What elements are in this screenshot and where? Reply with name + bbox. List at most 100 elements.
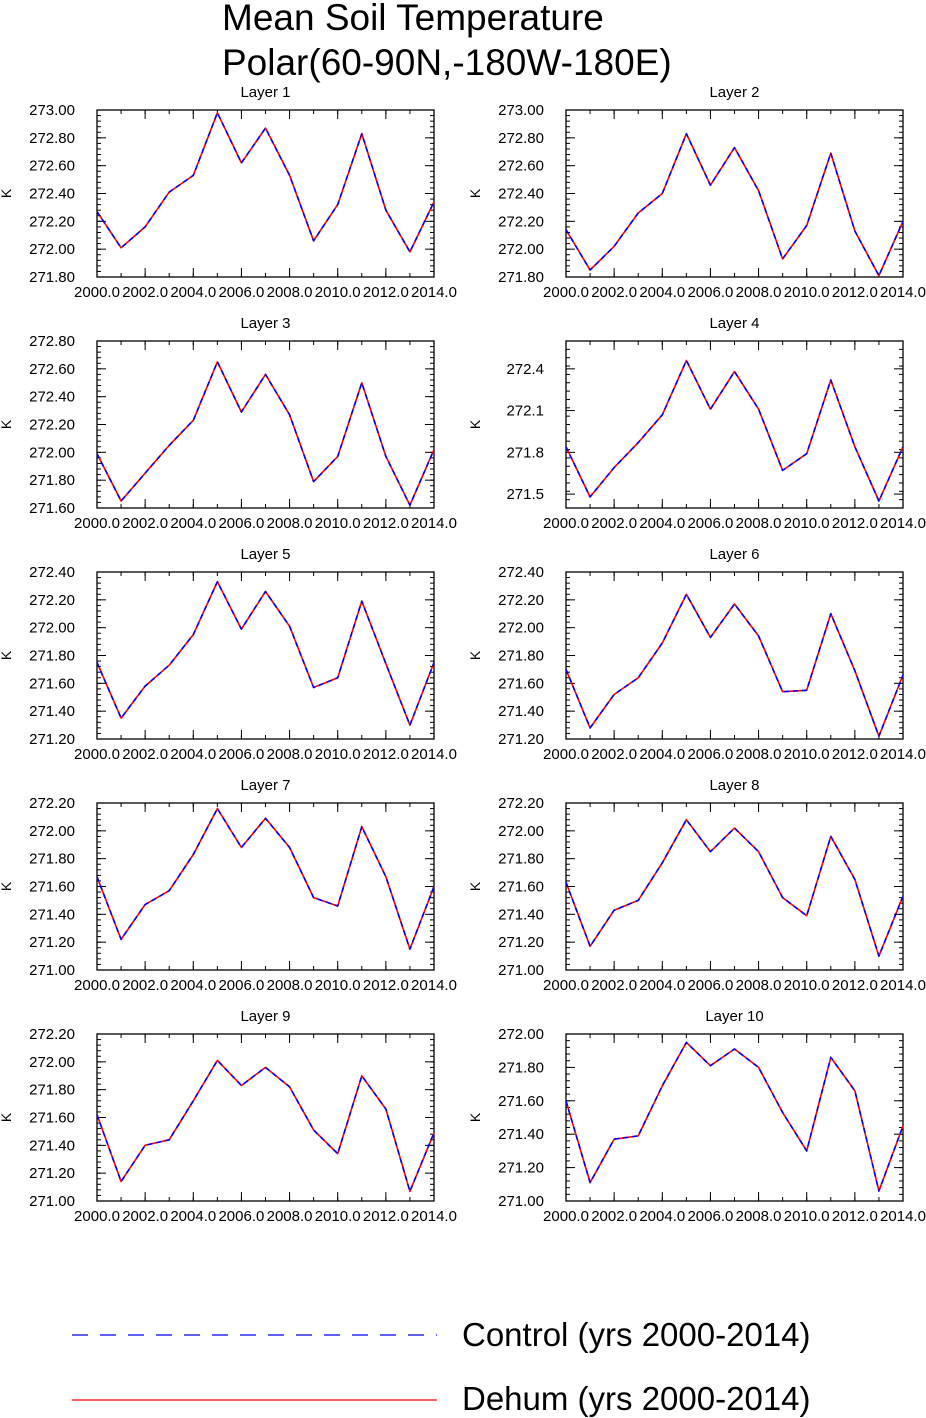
- x-tick-label: 2000.0: [543, 977, 589, 994]
- x-tick-label: 2002.0: [122, 746, 168, 763]
- y-tick-label: 271.5: [506, 486, 544, 503]
- y-tick-label: 272.40: [29, 564, 75, 581]
- y-tick-label: 272.00: [29, 620, 75, 637]
- x-tick-label: 2012.0: [363, 977, 409, 994]
- y-tick-label: 271.80: [29, 648, 75, 665]
- x-tick-label: 2004.0: [639, 746, 685, 763]
- x-tick-label: 2004.0: [170, 746, 216, 763]
- x-tick-label: 2012.0: [363, 1208, 409, 1225]
- x-tick-label: 2006.0: [687, 746, 733, 763]
- series-control-line: [565, 818, 904, 957]
- y-tick-label: 272.20: [29, 1026, 75, 1043]
- y-tick-label: 272.60: [29, 361, 75, 378]
- x-tick-label: 2006.0: [218, 515, 264, 532]
- x-tick-label: 2012.0: [363, 746, 409, 763]
- x-tick-label: 2010.0: [315, 746, 361, 763]
- x-tick-label: 2004.0: [170, 515, 216, 532]
- y-tick-label: 271.40: [29, 703, 75, 720]
- panel-title: Layer 2: [709, 84, 759, 101]
- y-tick-label: 272.00: [29, 1054, 75, 1071]
- y-tick-label: 271.8: [506, 444, 544, 461]
- y-tick-label: 272.80: [29, 130, 75, 147]
- series-dehum-line: [565, 359, 904, 502]
- x-tick-label: 2002.0: [591, 1208, 637, 1225]
- plot-frame: [96, 109, 435, 278]
- y-tick-label: 271.40: [498, 906, 544, 923]
- plot-frame: [96, 1033, 435, 1202]
- x-tick-label: 2000.0: [74, 515, 120, 532]
- x-tick-label: 2002.0: [122, 977, 168, 994]
- x-tick-label: 2014.0: [411, 1208, 457, 1225]
- y-tick-label: 271.20: [498, 731, 544, 748]
- plot-frame: [565, 340, 904, 509]
- x-tick-label: 2002.0: [591, 746, 637, 763]
- y-tick-label: 271.20: [498, 934, 544, 951]
- y-tick-label: 272.00: [498, 620, 544, 637]
- x-tick-label: 2004.0: [639, 1208, 685, 1225]
- y-tick-label: 272.20: [498, 592, 544, 609]
- x-tick-label: 2010.0: [784, 284, 830, 301]
- x-tick-label: 2000.0: [543, 515, 589, 532]
- x-tick-label: 2012.0: [363, 284, 409, 301]
- y-tick-label: 271.80: [29, 1082, 75, 1099]
- y-tick-label: 271.20: [29, 934, 75, 951]
- panel-title: Layer 5: [240, 546, 290, 563]
- y-axis-label: K: [467, 419, 483, 429]
- y-tick-label: 272.20: [29, 417, 75, 434]
- x-tick-label: 2002.0: [591, 284, 637, 301]
- series-dehum-line: [565, 132, 904, 277]
- y-tick-label: 272.00: [498, 1026, 544, 1043]
- x-tick-label: 2008.0: [736, 746, 782, 763]
- x-tick-label: 2014.0: [411, 746, 457, 763]
- x-tick-label: 2014.0: [880, 515, 926, 532]
- panel-title: Layer 6: [709, 546, 759, 563]
- y-tick-label: 273.00: [29, 102, 75, 119]
- series-dehum-line: [565, 818, 904, 957]
- x-tick-label: 2010.0: [784, 515, 830, 532]
- y-tick-label: 272.60: [29, 158, 75, 175]
- x-tick-label: 2006.0: [687, 977, 733, 994]
- x-tick-label: 2014.0: [411, 977, 457, 994]
- y-axis-label: K: [467, 881, 483, 891]
- plot-frame: [96, 340, 435, 509]
- x-tick-label: 2014.0: [880, 1208, 926, 1225]
- y-tick-label: 271.80: [498, 648, 544, 665]
- x-tick-label: 2006.0: [218, 1208, 264, 1225]
- x-tick-label: 2000.0: [543, 746, 589, 763]
- y-axis-label: K: [467, 650, 483, 660]
- y-tick-label: 271.60: [498, 879, 544, 896]
- x-tick-label: 2002.0: [591, 515, 637, 532]
- x-tick-label: 2006.0: [218, 284, 264, 301]
- y-tick-label: 271.40: [498, 703, 544, 720]
- y-tick-label: 272.1: [506, 403, 544, 420]
- y-tick-label: 271.40: [29, 906, 75, 923]
- series-control-line: [565, 132, 904, 277]
- x-tick-label: 2010.0: [315, 1208, 361, 1225]
- x-tick-label: 2002.0: [122, 515, 168, 532]
- panel-title: Layer 1: [240, 84, 290, 101]
- y-tick-label: 272.60: [498, 158, 544, 175]
- x-tick-label: 2006.0: [218, 746, 264, 763]
- panel-title: Layer 3: [240, 315, 290, 332]
- panel-layer-7: Layer 7K2000.02002.02004.02006.02008.020…: [0, 777, 457, 994]
- y-tick-label: 272.20: [29, 592, 75, 609]
- x-tick-label: 2004.0: [170, 1208, 216, 1225]
- x-tick-label: 2014.0: [880, 284, 926, 301]
- series-dehum-line: [96, 112, 435, 253]
- x-tick-label: 2008.0: [267, 746, 313, 763]
- y-tick-label: 271.00: [29, 962, 75, 979]
- x-tick-label: 2008.0: [736, 1208, 782, 1225]
- x-tick-label: 2010.0: [784, 977, 830, 994]
- y-tick-label: 272.00: [498, 241, 544, 258]
- series-dehum-line: [96, 361, 435, 507]
- x-tick-label: 2008.0: [736, 977, 782, 994]
- x-tick-label: 2012.0: [832, 977, 878, 994]
- series-dehum-line: [96, 1059, 435, 1193]
- x-tick-label: 2008.0: [267, 284, 313, 301]
- legend-dehum-label: Dehum (yrs 2000-2014): [462, 1380, 811, 1417]
- y-axis-label: K: [0, 419, 14, 429]
- x-tick-label: 2008.0: [267, 977, 313, 994]
